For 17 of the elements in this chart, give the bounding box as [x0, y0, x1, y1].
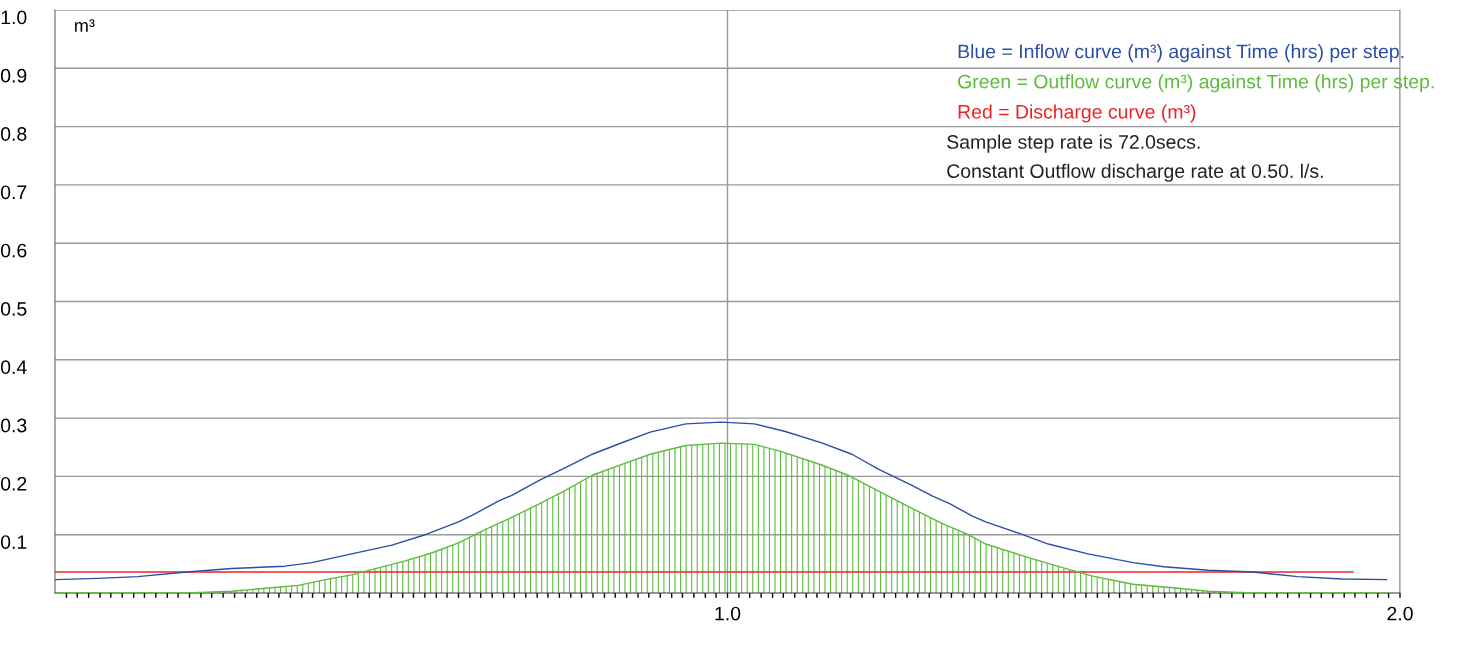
annotation: Sample step rate is 72.0secs.	[947, 134, 1200, 153]
x-tick-label: 2.0	[1387, 606, 1413, 621]
annotation: Constant Outflow discharge rate at 0.50. l/s.	[947, 163, 1323, 182]
text: Blue = Inflow curve (m³) against Time (hrs) per step.	[958, 44, 1404, 63]
y-tick-label: 0.8	[0, 127, 27, 141]
y-tick-label: 1.0	[1, 10, 27, 25]
y-tick-label: 0.7	[0, 185, 27, 200]
y-tick-label: 0.4	[0, 360, 27, 375]
text: Red = Discharge curve (m³)	[958, 104, 1196, 123]
y-tick-label: 0.9	[0, 68, 27, 83]
y-axis-title: m³	[75, 19, 95, 32]
y-tick-label: 0.2	[0, 476, 27, 491]
y-tick-label: 0.3	[0, 418, 27, 433]
text: Green = Outflow curve (m³) against Time (hrs) per step.	[958, 74, 1434, 93]
y-tick-label: 0.6	[0, 243, 27, 258]
y-tick-label: 0.1	[0, 535, 27, 549]
y-tick-label: 0.5	[0, 302, 27, 316]
